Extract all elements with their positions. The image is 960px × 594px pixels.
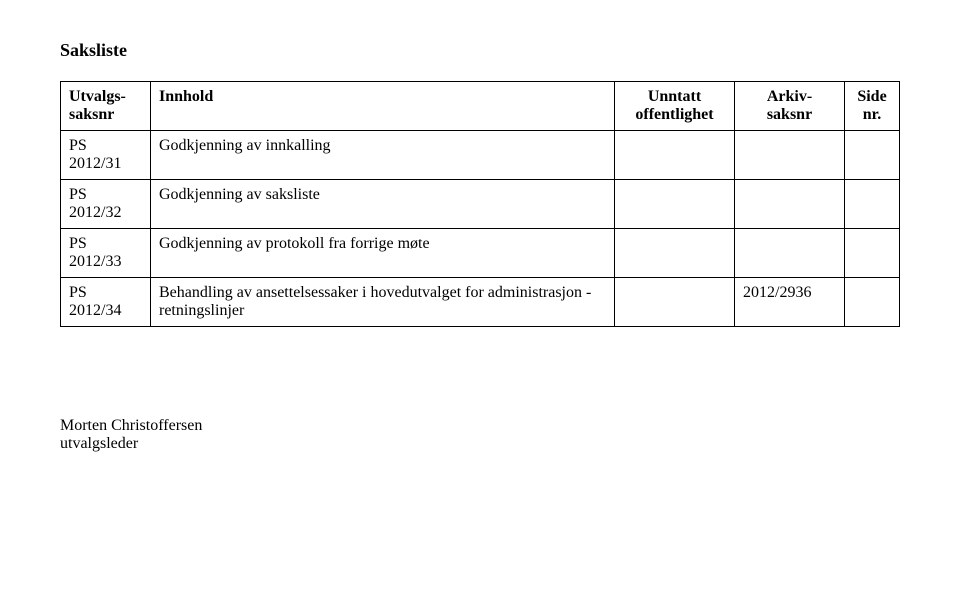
cell-arkiv xyxy=(735,180,845,229)
header-saksnr: Utvalgs- saksnr xyxy=(61,82,151,131)
header-innhold: Innhold xyxy=(151,82,615,131)
table-row: PS 2012/34 Behandling av ansettelsessake… xyxy=(61,278,900,327)
cell-arkiv: 2012/2936 xyxy=(735,278,845,327)
cell-unntatt xyxy=(615,229,735,278)
cell-side xyxy=(845,131,900,180)
table-row: PS 2012/33 Godkjenning av protokoll fra … xyxy=(61,229,900,278)
cell-innhold: Godkjenning av saksliste xyxy=(151,180,615,229)
page-title: Saksliste xyxy=(60,40,900,61)
header-side: Side nr. xyxy=(845,82,900,131)
header-arkiv: Arkiv- saksnr xyxy=(735,82,845,131)
cell-arkiv xyxy=(735,131,845,180)
cell-side xyxy=(845,229,900,278)
signature-name: Morten Christoffersen xyxy=(60,417,900,435)
cell-innhold: Godkjenning av innkalling xyxy=(151,131,615,180)
cell-innhold: Behandling av ansettelsessaker i hovedut… xyxy=(151,278,615,327)
cell-innhold: Godkjenning av protokoll fra forrige møt… xyxy=(151,229,615,278)
cell-saksnr: PS 2012/33 xyxy=(61,229,151,278)
cell-arkiv xyxy=(735,229,845,278)
cell-side xyxy=(845,278,900,327)
cell-unntatt xyxy=(615,131,735,180)
signature-block: Morten Christoffersen utvalgsleder xyxy=(60,417,900,453)
cell-saksnr: PS 2012/34 xyxy=(61,278,151,327)
signature-role: utvalgsleder xyxy=(60,435,900,453)
cell-saksnr: PS 2012/32 xyxy=(61,180,151,229)
header-unntatt: Unntatt offentlighet xyxy=(615,82,735,131)
cell-unntatt xyxy=(615,278,735,327)
table-row: PS 2012/31 Godkjenning av innkalling xyxy=(61,131,900,180)
cell-side xyxy=(845,180,900,229)
saksliste-table: Utvalgs- saksnr Innhold Unntatt offentli… xyxy=(60,81,900,327)
table-row: PS 2012/32 Godkjenning av saksliste xyxy=(61,180,900,229)
cell-saksnr: PS 2012/31 xyxy=(61,131,151,180)
table-header-row: Utvalgs- saksnr Innhold Unntatt offentli… xyxy=(61,82,900,131)
cell-unntatt xyxy=(615,180,735,229)
